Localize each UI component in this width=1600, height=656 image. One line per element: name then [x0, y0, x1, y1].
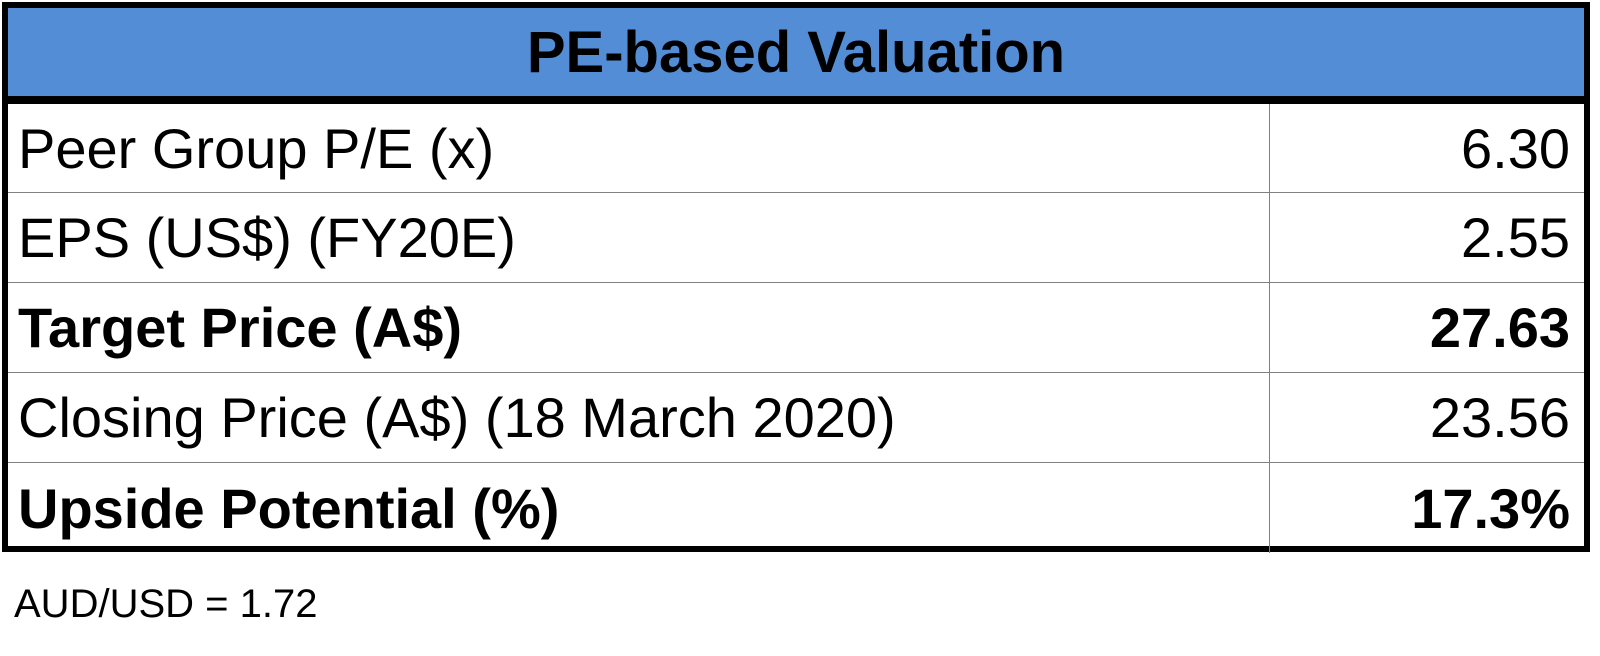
- exchange-rate-footnote: AUD/USD = 1.72: [14, 582, 318, 626]
- table-row-peer-pe: Peer Group P/E (x) 6.30: [8, 104, 1584, 193]
- table-title: PE-based Valuation: [526, 19, 1066, 85]
- table-row-target-price: Target Price (A$) 27.63: [8, 283, 1584, 373]
- row-label: Target Price (A$): [8, 283, 1270, 372]
- row-label: Peer Group P/E (x): [8, 104, 1270, 192]
- row-label: Closing Price (A$) (18 March 2020): [8, 373, 1270, 462]
- table-row-upside-potential: Upside Potential (%) 17.3%: [8, 463, 1584, 553]
- valuation-table: PE-based Valuation Peer Group P/E (x) 6.…: [2, 2, 1590, 553]
- row-value: 27.63: [1429, 296, 1570, 359]
- row-value: 23.56: [1429, 386, 1570, 449]
- table-row-eps: EPS (US$) (FY20E) 2.55: [8, 193, 1584, 283]
- row-value: 17.3%: [1411, 476, 1570, 540]
- row-value: 2.55: [1461, 206, 1570, 269]
- table-row-closing-price: Closing Price (A$) (18 March 2020) 23.56: [8, 373, 1584, 463]
- row-value: 6.30: [1461, 116, 1570, 180]
- row-label: Upside Potential (%): [8, 463, 1270, 553]
- table-header: PE-based Valuation: [8, 8, 1584, 104]
- row-label: EPS (US$) (FY20E): [8, 193, 1270, 282]
